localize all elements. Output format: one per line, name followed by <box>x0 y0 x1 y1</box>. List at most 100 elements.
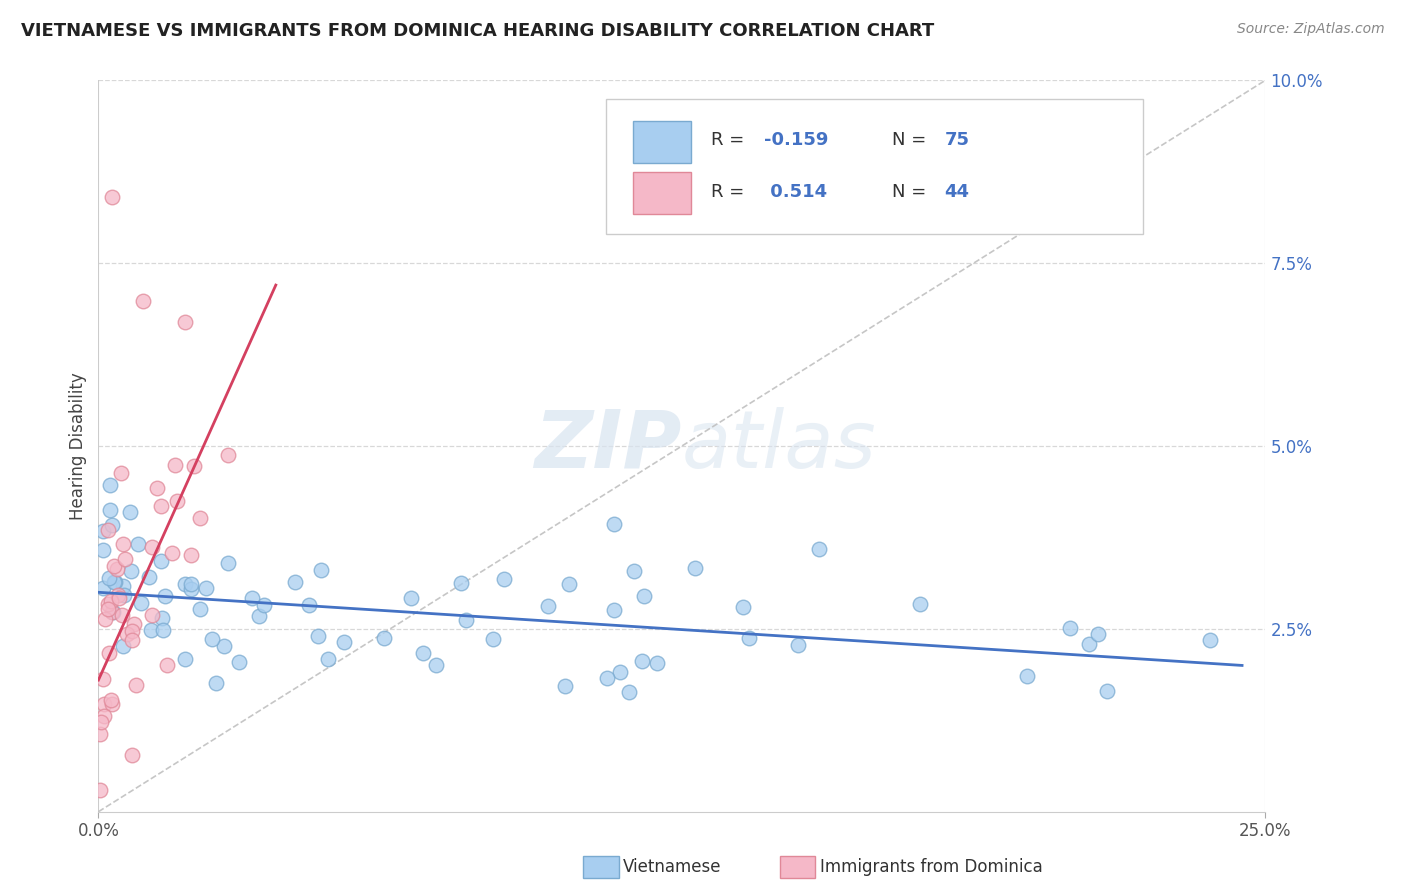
Text: 75: 75 <box>945 131 970 149</box>
Point <box>100 594 122 608</box>
Point <box>120 564 142 578</box>
Point <box>107 561 129 575</box>
Point <box>98 646 121 660</box>
Point <box>127 537 149 551</box>
Point <box>212 639 235 653</box>
Point <box>97 597 120 611</box>
Point <box>603 517 626 532</box>
Point <box>124 617 146 632</box>
Point <box>240 591 263 605</box>
Point <box>205 676 228 690</box>
Point <box>152 623 174 637</box>
Point <box>558 576 581 591</box>
Point <box>217 448 239 462</box>
Point <box>103 575 125 590</box>
Point <box>141 540 163 554</box>
Text: 0.514: 0.514 <box>763 183 827 202</box>
Point <box>107 588 129 602</box>
Point <box>1059 621 1081 635</box>
Point <box>787 638 810 652</box>
Point <box>180 582 202 597</box>
Point <box>738 632 761 646</box>
Text: Vietnamese: Vietnamese <box>623 858 721 876</box>
Point <box>201 632 224 646</box>
Point <box>174 651 197 665</box>
Point <box>121 624 143 639</box>
Point <box>91 672 114 686</box>
Point <box>97 523 120 537</box>
Point <box>111 579 134 593</box>
Point <box>146 481 169 495</box>
Point <box>93 709 115 723</box>
Point <box>125 678 148 692</box>
Point <box>482 632 505 646</box>
Point <box>101 190 124 204</box>
Point <box>117 626 139 640</box>
Point <box>98 502 121 516</box>
Text: -0.159: -0.159 <box>763 131 828 149</box>
Text: ZIP: ZIP <box>534 407 682 485</box>
Point <box>111 607 134 622</box>
Point <box>165 458 187 472</box>
Point <box>183 459 205 474</box>
Point <box>156 658 179 673</box>
Point <box>456 613 478 627</box>
Point <box>112 588 135 602</box>
Point <box>149 499 172 513</box>
Point <box>138 570 160 584</box>
Point <box>450 576 472 591</box>
Point <box>150 611 173 625</box>
Point <box>284 575 307 590</box>
FancyBboxPatch shape <box>633 120 692 163</box>
Point <box>91 543 114 558</box>
Point <box>808 542 831 557</box>
Point <box>399 591 422 606</box>
Point <box>623 564 645 578</box>
Point <box>633 590 655 604</box>
Text: atlas: atlas <box>682 407 877 485</box>
Point <box>617 685 640 699</box>
Point <box>121 633 143 648</box>
Point <box>647 656 669 670</box>
Point <box>1087 627 1109 641</box>
Point <box>425 657 447 672</box>
Point <box>247 609 270 624</box>
Text: N =: N = <box>891 183 932 202</box>
Point <box>1095 684 1118 698</box>
Point <box>166 493 188 508</box>
Point <box>90 715 112 730</box>
Point <box>373 631 395 645</box>
Point <box>91 581 114 595</box>
Point <box>160 546 183 560</box>
Point <box>139 624 162 638</box>
Point <box>141 607 163 622</box>
Point <box>309 563 332 577</box>
Text: N =: N = <box>891 131 932 149</box>
Text: R =: R = <box>711 183 749 202</box>
Point <box>332 634 354 648</box>
Point <box>630 654 652 668</box>
Point <box>537 599 560 613</box>
Point <box>1017 669 1039 683</box>
Point <box>100 693 122 707</box>
Point <box>91 524 114 538</box>
Point <box>195 581 218 595</box>
Point <box>120 505 142 519</box>
Point <box>103 559 125 574</box>
Point <box>1199 633 1222 648</box>
Point <box>316 652 339 666</box>
Point <box>121 747 143 762</box>
Point <box>492 572 515 586</box>
Point <box>101 697 124 711</box>
Point <box>180 549 202 563</box>
Point <box>101 518 124 533</box>
Point <box>132 293 155 308</box>
Point <box>129 596 152 610</box>
Point <box>307 629 329 643</box>
Point <box>111 537 134 551</box>
Point <box>731 599 754 614</box>
Point <box>253 598 276 612</box>
Point <box>908 598 931 612</box>
Point <box>150 554 173 568</box>
Point <box>596 671 619 685</box>
